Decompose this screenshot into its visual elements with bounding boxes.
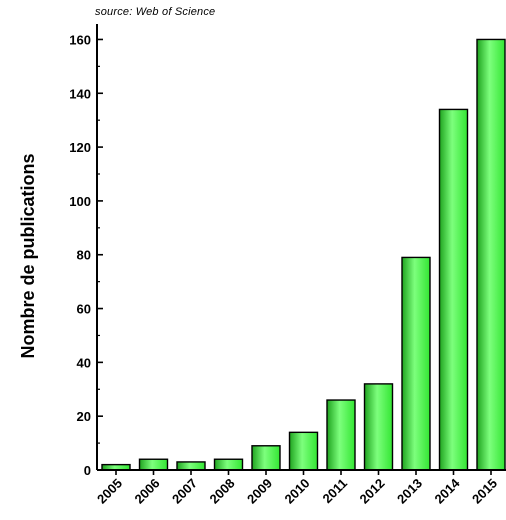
x-tick-label: 2005: [94, 476, 125, 507]
bar-2014: [438, 108, 469, 471]
y-ticks-group: 0 20 40 60 80 100 120 140 160: [69, 32, 103, 478]
x-tick-label: 2008: [207, 476, 238, 507]
y-tick-label: 20: [77, 409, 91, 424]
bar-2010: [288, 431, 319, 471]
x-tick-label: 2007: [169, 476, 200, 507]
y-tick-label: 160: [69, 32, 91, 47]
bars-group: [101, 38, 506, 471]
x-tick-label: 2012: [357, 476, 388, 507]
y-tick-label: 120: [69, 140, 91, 155]
y-tick-label: 40: [77, 355, 91, 370]
x-tick-label: 2006: [132, 476, 163, 507]
y-tick-label: 0: [84, 463, 91, 478]
bar-2009: [251, 445, 281, 471]
bar-2006: [138, 458, 169, 471]
y-axis-label-group: Nombre de publications: [18, 153, 38, 358]
y-tick-label: 80: [77, 248, 91, 263]
x-tick-label: 2015: [469, 476, 500, 507]
x-tick-label: 2011: [320, 476, 351, 507]
bar-2013: [401, 256, 431, 471]
y-axis-label: Nombre de publications: [18, 153, 38, 358]
x-tick-label: 2009: [244, 476, 275, 507]
bar-2012: [363, 383, 394, 471]
x-tick-label: 2013: [394, 476, 425, 507]
bar-2008: [213, 458, 244, 471]
y-tick-label: 60: [77, 302, 91, 317]
bar-2011: [326, 399, 356, 471]
x-ticks-group: 2005 2006 2007 2008 2009 2010 2011 2012 2013 2014…: [94, 470, 500, 507]
bar-2015: [476, 38, 506, 471]
axes-group: [96, 24, 506, 471]
y-tick-label: 140: [69, 86, 91, 101]
x-tick-label: 2014: [432, 475, 464, 507]
source-note: source: Web of Science: [95, 6, 216, 18]
x-tick-label: 2010: [282, 476, 313, 507]
bar-2007: [176, 461, 206, 471]
y-tick-label: 100: [69, 194, 91, 209]
